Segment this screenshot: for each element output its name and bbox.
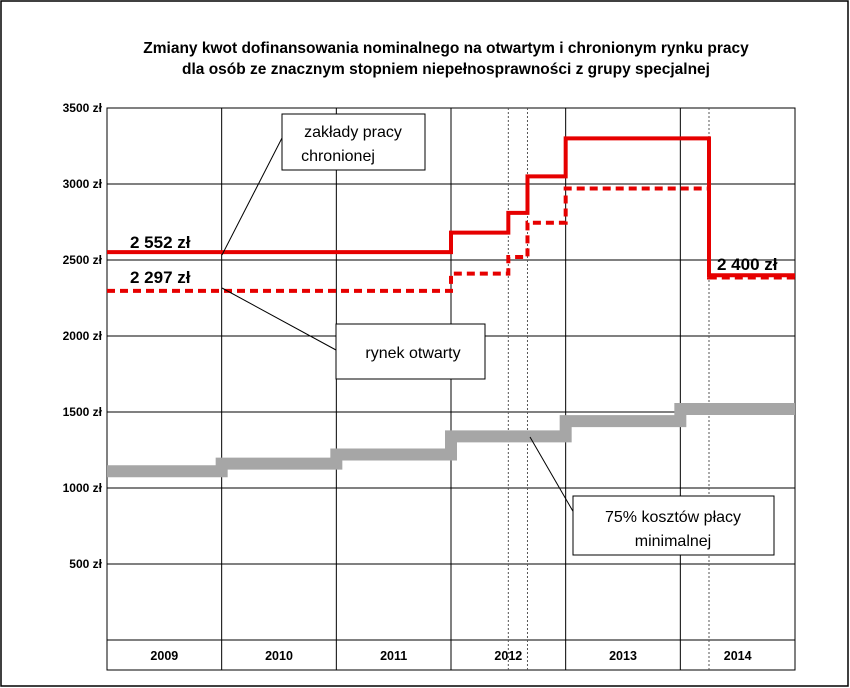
series-line-75-kosztow-placy-minimalnej [107,402,795,478]
annotation-75-line-1: 75% kosztów płacy [605,509,741,526]
y-tick-label-3500: 3500 zł [63,101,103,115]
y-axis-tick-labels: 500 zł 1000 zł 1500 zł 2000 zł 2500 zł 3000 z… [63,101,103,571]
x-axis-tick-labels: 2009 2010 2011 2012 2013 2014 [150,649,751,663]
y-tick-label-3000: 3000 zł [63,177,103,191]
x-tick-label-2011: 2011 [380,649,407,663]
series-lines [107,136,795,478]
y-tick-label-2500: 2500 zł [63,253,103,267]
series-line-rynek-otwarty [107,186,795,293]
chart-title-line-1: Zmiany kwot dofinansowania nominalnego n… [143,40,749,57]
value-labels: 2 552 zł 2 297 zł 2 400 zł [130,233,778,287]
leader-line-rynek [221,287,337,351]
series-line-zaklady-pracy-chronionej [107,136,795,278]
x-tick-label-2013: 2013 [609,649,637,663]
annotation-75-line-2: minimalnej [635,533,711,550]
chart-title-line-2: dla osób ze znacznym stopniem niepełnosp… [182,61,710,78]
annotation-box-zaklady: zakłady pracy chronionej [281,113,426,171]
annotation-zaklady-line-2: chronionej [301,148,375,165]
annotation-leader-lines [221,137,579,521]
y-tick-label-500: 500 zł [69,557,102,571]
value-label-2297: 2 297 zł [130,268,191,287]
x-tick-label-2009: 2009 [150,649,178,663]
value-label-2400: 2 400 zł [717,255,778,274]
x-tick-label-2010: 2010 [265,649,293,663]
x-tick-label-2014: 2014 [724,649,752,663]
y-tick-label-1500: 1500 zł [63,405,103,419]
leader-line-75 [529,436,579,521]
annotation-rynek-line-1: rynek otwarty [365,345,460,362]
y-tick-label-2000: 2000 zł [63,329,103,343]
value-label-2552: 2 552 zł [130,233,191,252]
leader-line-zaklady [221,137,283,256]
annotation-zaklady-line-1: zakłady pracy [304,124,402,141]
annotation-box-75: 75% kosztów płacy minimalnej [572,495,775,556]
annotation-box-rynek: rynek otwarty [335,323,486,380]
y-tick-label-1000: 1000 zł [63,481,103,495]
x-tick-label-2012: 2012 [494,649,522,663]
